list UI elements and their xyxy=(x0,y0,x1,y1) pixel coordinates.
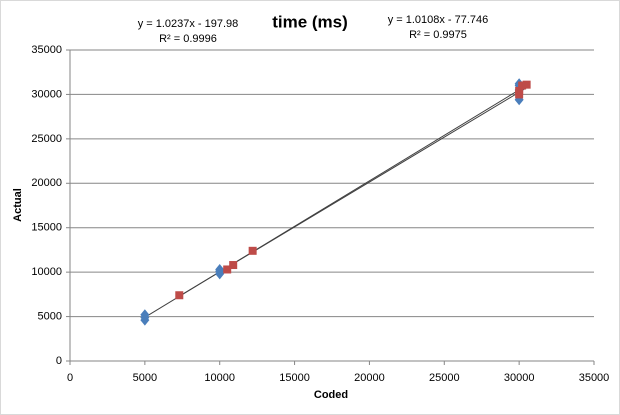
point xyxy=(140,309,150,321)
y-tick-label: 10000 xyxy=(31,266,62,278)
x-tick-label: 10000 xyxy=(204,372,235,384)
point xyxy=(522,80,531,89)
chart-title: time (ms) xyxy=(272,12,348,31)
y-tick-label: 15000 xyxy=(31,222,62,234)
y-axis-label: Actual xyxy=(12,188,24,222)
point xyxy=(229,261,238,270)
trendline-equation: y = 1.0108x - 77.746 xyxy=(388,14,489,26)
x-tick-label: 25000 xyxy=(429,372,460,384)
point xyxy=(175,291,184,300)
x-tick-label: 15000 xyxy=(279,372,310,384)
x-tick-label: 5000 xyxy=(133,372,157,384)
point xyxy=(515,86,524,95)
x-tick-label: 30000 xyxy=(504,372,535,384)
point xyxy=(248,246,257,255)
trendline-r2: R² = 0.9975 xyxy=(409,29,467,41)
y-tick-label: 5000 xyxy=(38,310,62,322)
y-tick-label: 25000 xyxy=(31,133,62,145)
point xyxy=(223,265,232,274)
x-tick-label: 20000 xyxy=(354,372,385,384)
trendline-r2: R² = 0.9996 xyxy=(159,33,217,45)
y-tick-label: 20000 xyxy=(31,177,62,189)
y-tick-label: 30000 xyxy=(31,88,62,100)
x-axis-label: Coded xyxy=(314,389,348,401)
trendline-equation: y = 1.0237x - 197.98 xyxy=(138,18,239,30)
point xyxy=(518,81,527,90)
x-tick-label: 0 xyxy=(67,372,73,384)
x-tick-label: 35000 xyxy=(579,372,610,384)
y-tick-label: 0 xyxy=(56,355,62,367)
y-tick-label: 35000 xyxy=(31,44,62,56)
point xyxy=(215,263,225,275)
